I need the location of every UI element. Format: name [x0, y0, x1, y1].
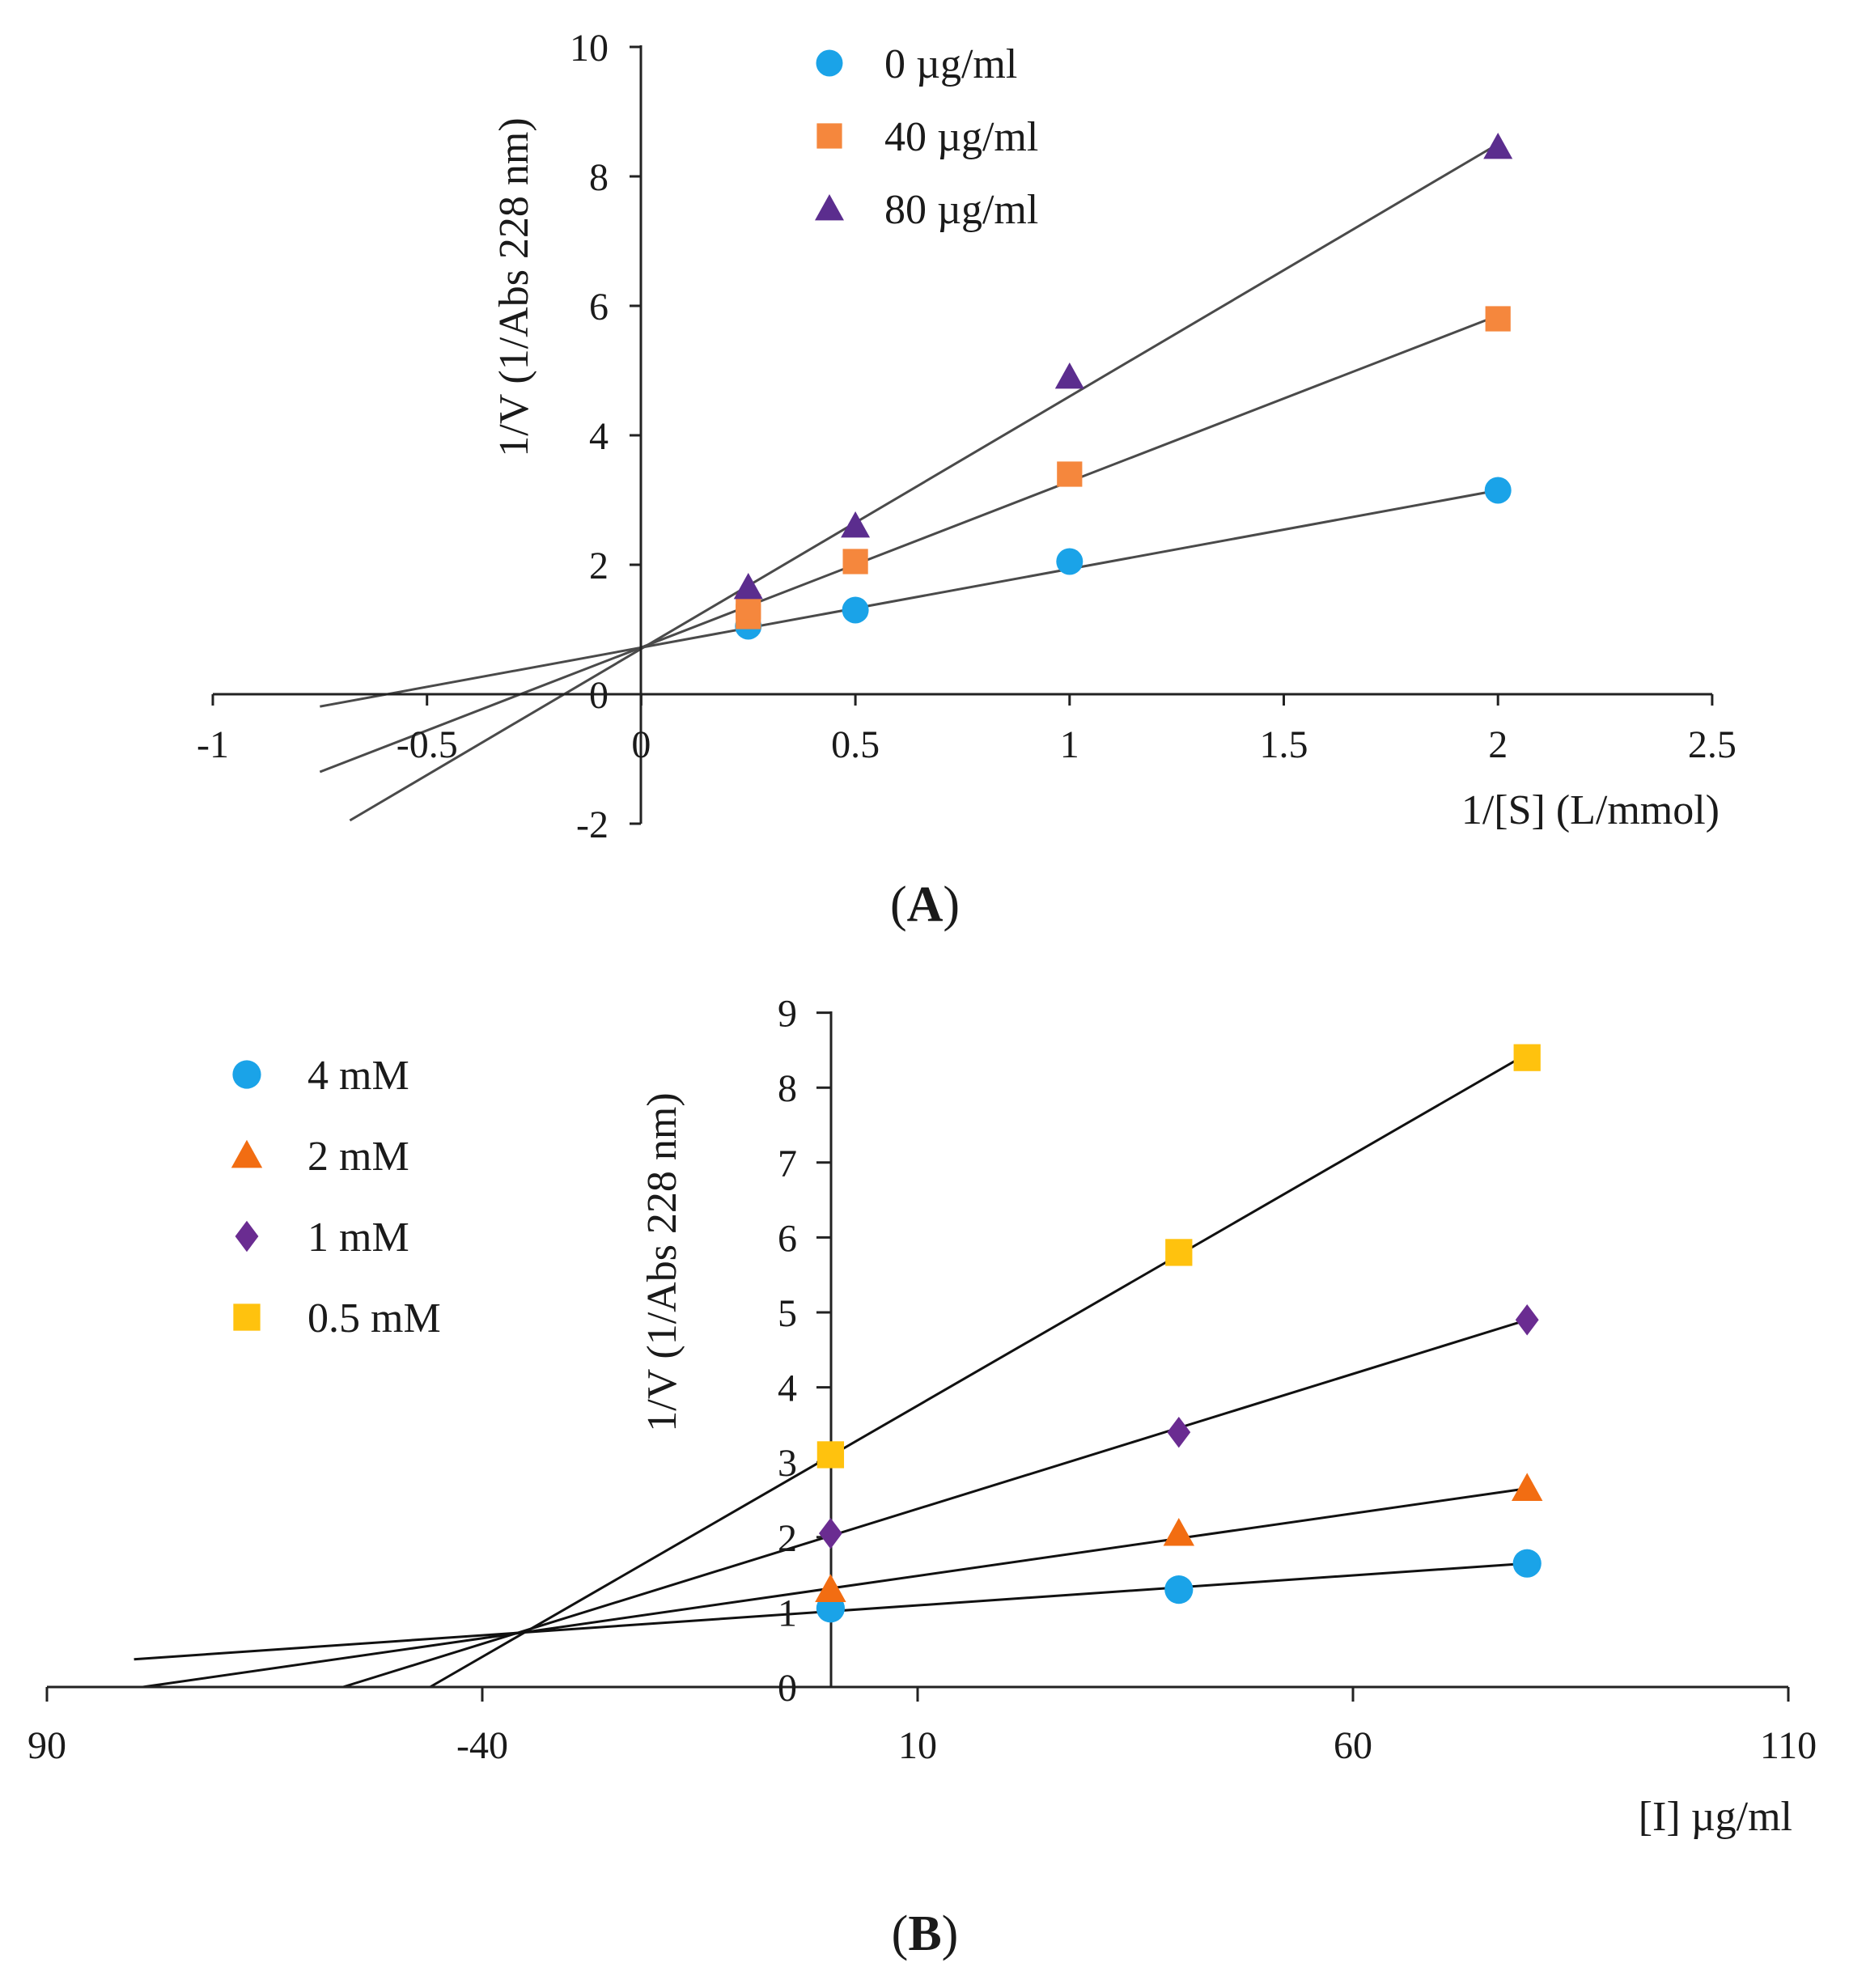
legend-marker-a-80-g-ml [815, 194, 844, 221]
data-points-b [815, 1044, 1543, 1623]
x-tick-label-a: 0.5 [831, 723, 880, 766]
data-point-b-1-mm [1167, 1416, 1191, 1448]
axes-a: -1 -0.5 0 0.5 1 1.5 2 2.5 -2 0 2 4 6 8 10 [197, 27, 1737, 846]
y-axis-title-b: 1/V (1/Abs 228 nm) [639, 1092, 685, 1431]
y-tick-label-b: 0 [778, 1667, 797, 1710]
x-tick-label-a: 1.5 [1260, 723, 1308, 766]
data-point-a-40-g-ml [1485, 306, 1511, 332]
legend-b: 4 mM 2 mM 1 mM 0.5 mM [231, 1053, 441, 1342]
data-point-b-0.5-mm [1165, 1239, 1193, 1266]
y-axis-title-a: 1/V (1/Abs 228 nm) [491, 117, 537, 456]
fit-line-a-0-g-ml [320, 489, 1499, 708]
fit-line-a-80-g-ml [349, 142, 1499, 822]
x-tick-label-a: 1 [1060, 723, 1079, 766]
legend-marker-b-2-mm [231, 1139, 263, 1168]
legend-label-a-40-g-ml: 40 µg/ml [884, 114, 1038, 160]
x-tick-label-a: -0.5 [397, 723, 458, 766]
x-tick-label-b: 60 [1334, 1724, 1372, 1767]
chart-panel-b: 90 -40 10 60 110 0 1 2 3 4 5 6 7 8 9 4 mM 2 mM 1 mM 0.5 m… [28, 993, 1817, 1961]
data-point-a-0-g-ml [1484, 477, 1512, 504]
data-point-b-2-mm [815, 1574, 846, 1602]
data-point-a-80-g-ml [1483, 133, 1513, 159]
fit-line-b-0.5-mm [429, 1053, 1528, 1689]
legend-label-b-1-mm: 1 mM [307, 1214, 409, 1261]
y-tick-label-b: 7 [778, 1142, 797, 1185]
panel-label-a: (A) [890, 877, 960, 932]
y-tick-label-b: 6 [778, 1217, 797, 1260]
y-tick-label-a: 6 [589, 286, 609, 329]
y-tick-label-a: 4 [589, 415, 609, 458]
y-tick-label-b: 1 [778, 1592, 797, 1634]
y-tick-label-b: 4 [778, 1367, 797, 1410]
legend-marker-a-0-g-ml [816, 49, 843, 77]
data-point-b-1-mm [819, 1517, 842, 1549]
legend-marker-b-4-mm [232, 1060, 261, 1089]
x-tick-label-a: -1 [197, 723, 229, 766]
legend-a: 0 µg/ml 40 µg/ml 80 µg/ml [815, 41, 1038, 233]
x-axis-title-b: [I] µg/ml [1639, 1794, 1792, 1840]
legend-label-b-4-mm: 4 mM [307, 1053, 409, 1099]
x-tick-label-a: 2 [1488, 723, 1508, 766]
legend-label-a-0-g-ml: 0 µg/ml [884, 41, 1017, 87]
legend-label-b-2-mm: 2 mM [307, 1134, 409, 1180]
data-point-a-80-g-ml [733, 573, 763, 600]
panel-label-b: (B) [892, 1906, 959, 1961]
data-point-a-40-g-ml [842, 549, 868, 574]
y-tick-label-a: 2 [589, 545, 609, 587]
axes-b: 90 -40 10 60 110 0 1 2 3 4 5 6 7 8 9 [28, 993, 1817, 1767]
data-point-a-0-g-ml [1056, 548, 1084, 575]
x-axis-title-a: 1/[S] (L/mmol) [1461, 787, 1720, 833]
y-tick-label-b: 3 [778, 1442, 797, 1485]
data-point-a-0-g-ml [842, 596, 869, 624]
x-tick-label-b: -40 [456, 1724, 508, 1767]
legend-marker-b-0.5-mm [233, 1303, 261, 1331]
x-tick-label-b: 90 [28, 1724, 66, 1767]
data-point-a-80-g-ml [1054, 362, 1084, 389]
data-point-b-4-mm [1512, 1549, 1542, 1578]
fit-line-b-1-mm [342, 1318, 1528, 1689]
data-point-a-40-g-ml [1057, 461, 1083, 487]
fit-line-a-40-g-ml [319, 314, 1499, 774]
data-points-a [733, 133, 1513, 640]
data-point-b-0.5-mm [816, 1441, 845, 1469]
data-point-b-1-mm [1515, 1304, 1539, 1336]
y-tick-label-a: 8 [589, 156, 609, 199]
y-tick-label-a: 10 [570, 27, 609, 70]
x-tick-label-a: 2.5 [1688, 723, 1737, 766]
x-tick-label-b: 10 [898, 1724, 937, 1767]
data-point-a-80-g-ml [841, 511, 871, 538]
y-tick-label-a: 0 [589, 674, 609, 717]
chart-panel-a: -1 -0.5 0 0.5 1 1.5 2 2.5 -2 0 2 4 6 8 10 0 µg/ml 40 µg… [197, 27, 1737, 932]
legend-marker-b-1-mm [235, 1220, 259, 1253]
legend-marker-a-40-g-ml [816, 123, 842, 149]
legend-label-b-0.5-mm: 0.5 mM [307, 1295, 441, 1342]
x-tick-label-b: 110 [1760, 1724, 1817, 1767]
data-point-b-0.5-mm [1513, 1044, 1541, 1071]
y-tick-label-a: -2 [576, 803, 609, 846]
fit-lines-a [319, 142, 1499, 822]
legend-label-a-80-g-ml: 80 µg/ml [884, 187, 1038, 233]
y-tick-label-b: 8 [778, 1067, 797, 1110]
data-point-b-2-mm [1163, 1517, 1194, 1546]
x-tick-label-a: 0 [631, 723, 651, 766]
data-point-b-2-mm [1512, 1473, 1543, 1501]
data-point-b-4-mm [1164, 1575, 1194, 1604]
y-tick-label-b: 5 [778, 1292, 797, 1335]
y-tick-label-b: 9 [778, 993, 797, 1036]
y-tick-label-b: 2 [778, 1517, 797, 1560]
